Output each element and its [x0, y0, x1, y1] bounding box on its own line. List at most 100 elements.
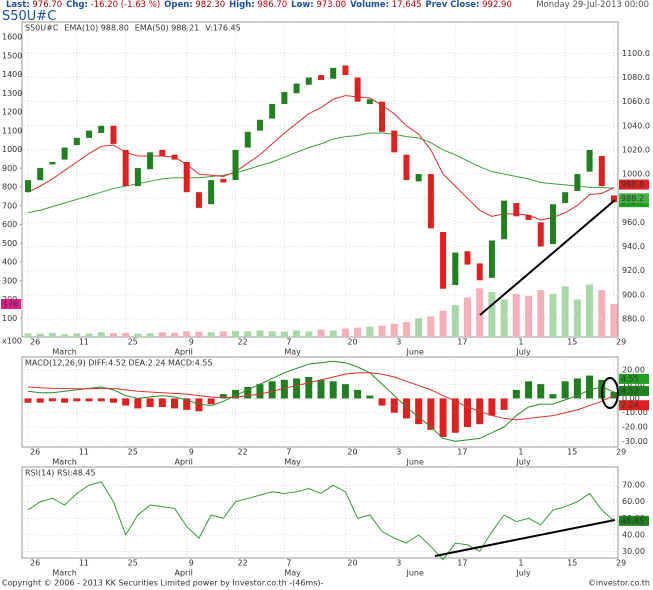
- x-month-label: May: [284, 348, 301, 357]
- candle: [379, 101, 386, 132]
- macd-bar: [464, 398, 471, 427]
- y2-tick-label: 800: [2, 183, 17, 192]
- header-label: Volume:: [350, 0, 390, 10]
- y2-tick-label: 900: [2, 164, 17, 173]
- candle: [37, 168, 44, 181]
- legend-entry: EMA(10) 988.80: [64, 24, 128, 33]
- y2-tick-label: 1400: [2, 70, 22, 79]
- x-tick-label: 22: [238, 559, 248, 568]
- volume-bar: [61, 334, 69, 337]
- ema50-line: [27, 132, 615, 214]
- candle: [342, 65, 349, 76]
- volume-bar: [427, 316, 435, 337]
- x-month-label: March: [52, 348, 76, 357]
- x-tick-label: 20: [347, 448, 357, 457]
- macd-bar: [329, 381, 337, 399]
- x-tick-label: 1: [518, 559, 523, 568]
- candle: [232, 149, 239, 181]
- volume-bar: [195, 331, 203, 337]
- volume-bar: [354, 327, 362, 337]
- candle: [330, 67, 337, 79]
- volume-bar: [293, 330, 301, 337]
- value-badge-box: [619, 400, 649, 411]
- header-label: Low:: [291, 0, 314, 10]
- header-value: 982.30: [195, 0, 226, 10]
- volume-bar: [439, 310, 447, 337]
- y2-tick-label: 700: [2, 201, 17, 210]
- y-tick-label: 920.0: [622, 266, 645, 275]
- candle: [452, 252, 459, 286]
- x-tick-label: 3: [396, 338, 401, 347]
- candle: [171, 154, 178, 160]
- volume-bar: [464, 297, 471, 337]
- value-badge: 988.2: [621, 194, 644, 203]
- macd-bar: [61, 398, 69, 403]
- ema10-line: [27, 95, 615, 221]
- x-tick-label: 25: [128, 559, 138, 568]
- x-tick-label: 29: [616, 338, 626, 347]
- y-tick-label: 70.00: [622, 481, 645, 490]
- volume-bar: [85, 333, 93, 337]
- candle: [86, 130, 93, 138]
- y2-tick-label: 1200: [2, 108, 22, 117]
- volume-bar: [586, 284, 594, 337]
- volume-bar: [451, 305, 459, 337]
- macd-bar: [158, 398, 166, 407]
- header-value: 986.70: [257, 0, 288, 10]
- header-label: Last:: [6, 0, 30, 10]
- candle: [195, 192, 202, 208]
- x-month-label: July: [515, 569, 531, 578]
- volume-bar: [109, 333, 117, 337]
- x-tick-label: 7: [286, 338, 291, 347]
- candle: [501, 200, 508, 240]
- volume-bar: [232, 331, 240, 337]
- y2-tick-label: 400: [2, 258, 17, 267]
- x-month-label: July: [515, 458, 531, 467]
- y2-tick-label: 300: [2, 276, 17, 285]
- x-month-label: June: [405, 348, 424, 357]
- macd-bar: [378, 398, 386, 406]
- candle: [403, 154, 410, 181]
- candle: [61, 147, 68, 160]
- volume-bar: [48, 332, 56, 337]
- panel-frame: [21, 21, 619, 338]
- macd-bar: [109, 398, 117, 403]
- panel-frame: [21, 356, 619, 448]
- macd-bar: [268, 381, 276, 399]
- candle: [49, 162, 56, 165]
- y-tick-label: 1000.0: [622, 170, 650, 179]
- macd-bar: [305, 377, 313, 399]
- volume-bar: [598, 290, 606, 337]
- volume-bar: [402, 322, 410, 337]
- volume-bar: [317, 329, 325, 337]
- macd-bar: [171, 398, 178, 409]
- x-tick-label: 17: [457, 559, 467, 568]
- volume-bar: [329, 330, 337, 337]
- value-badge: 2.24: [621, 401, 639, 410]
- y2-tick-label: 1300: [2, 89, 22, 98]
- value-badge-box: [619, 373, 649, 384]
- macd-bar: [24, 398, 32, 403]
- volume-bar: [158, 332, 166, 337]
- y-tick-label: -20.00: [622, 423, 648, 432]
- macd-bar: [427, 398, 435, 430]
- volume-bar: [341, 328, 349, 337]
- volume-bar: [512, 293, 520, 337]
- legend-entry: V:176.45: [205, 24, 241, 33]
- candle: [25, 180, 31, 193]
- x-month-label: March: [52, 569, 76, 578]
- candle: [611, 195, 617, 203]
- x-month-label: March: [52, 458, 76, 467]
- x-month-label: June: [405, 458, 424, 467]
- y2-unit: x100: [2, 337, 22, 346]
- candle: [134, 168, 141, 187]
- x-tick-label: 29: [616, 448, 626, 457]
- candle: [464, 251, 471, 265]
- x-tick-label: 7: [286, 448, 291, 457]
- value-badge: 4.55: [621, 374, 639, 383]
- x-tick-label: 15: [567, 448, 577, 457]
- value-badge-box: [619, 179, 649, 190]
- panel-title: RSI(14) RSI:48.45: [25, 469, 96, 478]
- volume-bar: [378, 325, 386, 337]
- candle: [549, 204, 556, 245]
